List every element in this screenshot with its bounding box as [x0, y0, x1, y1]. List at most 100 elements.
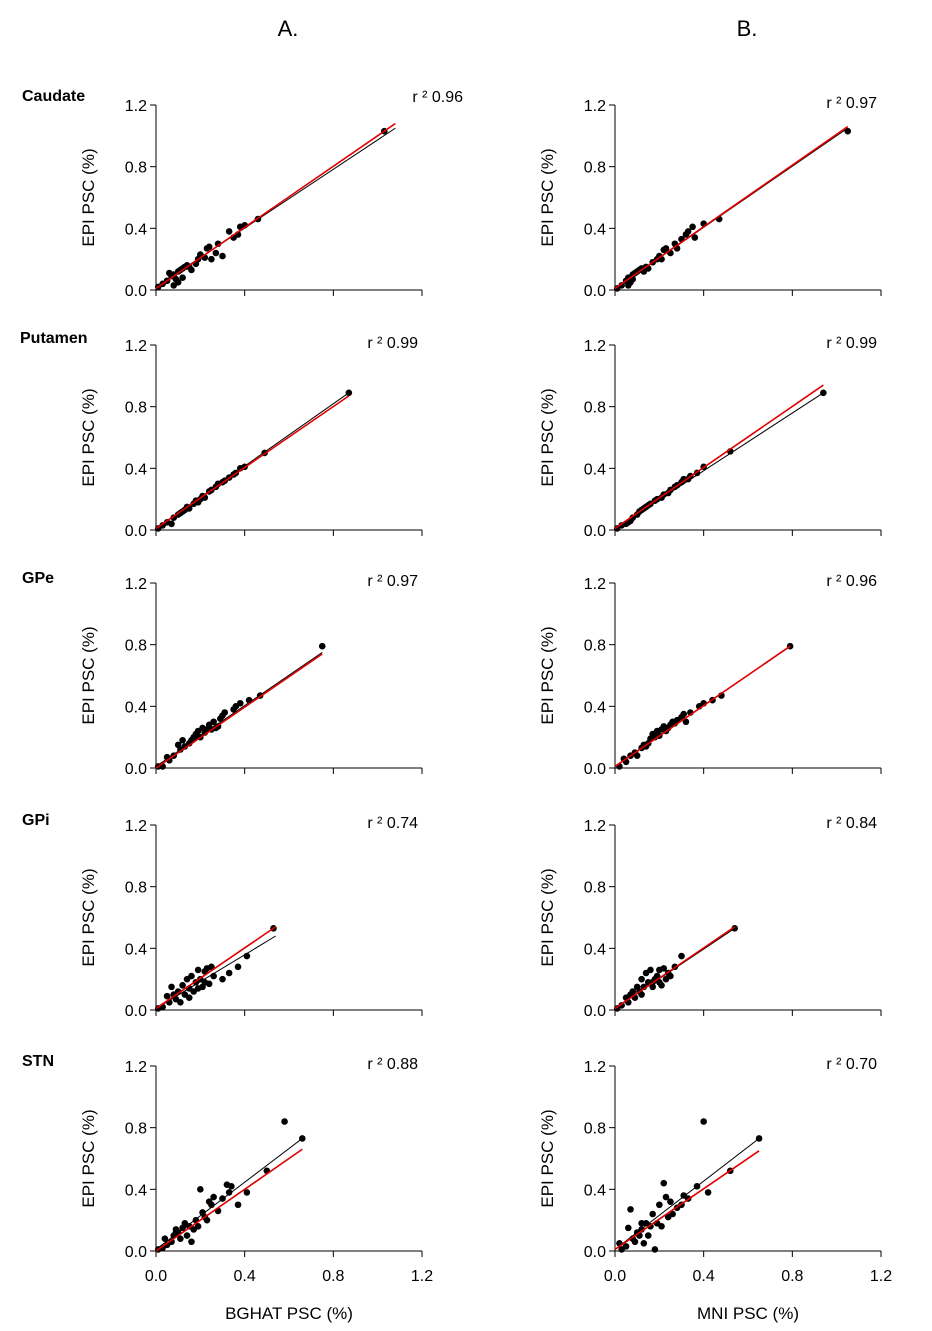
panel-b--stn-point — [640, 1239, 648, 1247]
panel-a--putamen-y-tick-label: 0.4 — [125, 461, 147, 478]
panel-a--putamen-y-tick-label: 0.8 — [125, 400, 147, 417]
panel-a--stn-point — [172, 1229, 180, 1236]
panel-b--gpi-y-tick-label: 1.2 — [584, 818, 606, 835]
panel-a--stn-point — [228, 1182, 235, 1190]
panel-b--caudate-y-tick-label: 0.0 — [584, 283, 606, 300]
panel-b--stn-x-axis-title: MNI PSC (%) — [697, 1304, 799, 1323]
panel-b--stn-point — [627, 1206, 634, 1213]
panel-a--stn-point — [161, 1235, 169, 1242]
panel-a--stn-y-tick-label: 1.2 — [125, 1059, 147, 1076]
panel-b--putamen-y-axis-title: EPI PSC (%) — [538, 388, 557, 486]
panel-b--gpe-y-tick-label: 0.4 — [584, 699, 606, 716]
panel-a--stn-point — [183, 1232, 191, 1239]
panel-b--putamen-y-tick-label: 0.0 — [584, 523, 606, 540]
panel-b--stn-x-tick-label: 0.4 — [693, 1268, 715, 1285]
panel-a--gpe-point — [221, 709, 229, 716]
panel-b--stn-identity-line — [614, 1150, 760, 1251]
panel-a--stn-x-tick-label: 0.4 — [234, 1268, 256, 1285]
panel-b--stn-point — [662, 1193, 670, 1201]
panel-b--stn-point — [656, 1201, 663, 1209]
panel-a--stn-identity-line — [155, 1148, 303, 1252]
panel-a--gpi-point — [208, 963, 215, 971]
panel-b--gpi-y-tick-label: 0.0 — [584, 1003, 606, 1020]
panel-b--stn-point — [649, 1210, 656, 1218]
panel-b--stn-y-tick-label: 0.4 — [584, 1182, 606, 1199]
column-title-a: A. — [278, 16, 299, 41]
panel-b--stn-r2-label: r ² 0.70 — [826, 1056, 877, 1073]
panel-b--stn-y-tick-label: 0.8 — [584, 1121, 606, 1138]
panel-a--stn-point — [177, 1235, 184, 1242]
panel-b--gpi-y-axis-title: EPI PSC (%) — [538, 868, 557, 966]
panel-a--gpi-point — [201, 978, 209, 986]
panel-a--stn-point — [168, 1238, 175, 1246]
panel-a--gpi-y-tick-label: 0.0 — [125, 1003, 147, 1020]
panel-b--caudate-point — [618, 282, 625, 289]
panel-b--gpe-y-tick-label: 1.2 — [584, 576, 606, 593]
panel-a--stn-point — [225, 1189, 233, 1196]
panel-b--stn-regression-line — [614, 1138, 760, 1250]
panel-a--gpi-point — [194, 966, 202, 974]
panel-a--gpi-identity-line — [155, 926, 277, 1010]
panel-a--gpe-y-tick-label: 0.0 — [125, 761, 147, 778]
panel-a--gpi-y-axis-title: EPI PSC (%) — [79, 868, 98, 966]
panel-b--caudate-point — [662, 245, 670, 252]
panel-a--gpi-y-tick-label: 0.4 — [125, 941, 147, 958]
panel-a--putamen: 0.0 0.4 0.8 1.2 EPI PSC (%) r ² 0.99 — [79, 335, 423, 540]
panel-b--stn-x-tick-label: 1.2 — [870, 1268, 892, 1285]
panel-a--stn-point — [197, 1186, 204, 1193]
panel-b--caudate: 0.0 0.4 0.8 1.2 EPI PSC (%) r ² 0.97 — [538, 95, 882, 300]
panel-b--gpe: 0.0 0.4 0.8 1.2 EPI PSC (%) r ² 0.96 — [538, 573, 882, 778]
panel-b--gpe-y-axis-title: EPI PSC (%) — [538, 626, 557, 724]
panel-a--caudate-point — [208, 255, 215, 263]
panel-b--gpe-identity-line — [614, 645, 791, 768]
panel-a--caudate-identity-line — [155, 122, 396, 290]
panel-a--stn-point — [210, 1193, 217, 1201]
panel-a--gpe-y-tick-label: 0.8 — [125, 638, 147, 655]
panel-b--gpe-point — [633, 752, 641, 759]
panel-a--caudate-y-axis-title: EPI PSC (%) — [79, 148, 98, 246]
panel-a--caudate: 0.0 0.4 0.8 1.2 EPI PSC (%) r ² 0.96 — [79, 89, 463, 300]
region-label-putamen: Putamen — [20, 330, 88, 347]
panel-b--stn-point — [669, 1210, 676, 1218]
panel-a--putamen-r2-label: r ² 0.99 — [367, 335, 418, 352]
panel-b--putamen-y-tick-label: 0.8 — [584, 400, 606, 417]
panel-b--gpi-point — [667, 972, 674, 980]
panel-b--gpi-r2-label: r ² 0.84 — [826, 815, 877, 832]
panel-a--caudate-point — [179, 274, 186, 281]
panel-a--stn-x-tick-label: 0.0 — [145, 1268, 167, 1285]
panel-b--stn-x-tick-label: 0.8 — [781, 1268, 803, 1285]
panel-b--gpi-y-tick-label: 0.8 — [584, 880, 606, 897]
panel-a--putamen-identity-line — [155, 395, 350, 530]
panel-b--stn-point — [638, 1219, 645, 1227]
panel-a--gpi-point — [185, 994, 193, 1001]
panel-b--stn-point — [658, 1223, 665, 1230]
panel-a--caudate-y-tick-label: 0.8 — [125, 160, 147, 177]
region-label-caudate: Caudate — [22, 88, 85, 105]
panel-b--gpi-point — [660, 965, 668, 972]
panel-b--stn-point — [651, 1246, 659, 1253]
panel-b--gpe-point — [680, 710, 688, 718]
panel-b--putamen-r2-label: r ² 0.99 — [826, 335, 877, 352]
panel-b--caudate-point — [625, 282, 632, 289]
panel-b--stn-point — [644, 1232, 652, 1239]
panel-b--stn-y-axis-title: EPI PSC (%) — [538, 1109, 557, 1207]
panel-b--gpi-y-tick-label: 0.4 — [584, 941, 606, 958]
panel-a--gpi-point — [179, 982, 186, 989]
panel-a--gpe-r2-label: r ² 0.97 — [367, 573, 418, 590]
panel-a--stn-r2-label: r ² 0.88 — [367, 1056, 418, 1073]
panel-a--gpe-y-tick-label: 0.4 — [125, 699, 147, 716]
region-label-gpi: GPi — [22, 812, 50, 829]
panel-a--stn-point — [243, 1189, 251, 1196]
panel-a--stn-point — [203, 1216, 211, 1224]
panel-a--gpi-point — [177, 998, 184, 1006]
panel-b--putamen: 0.0 0.4 0.8 1.2 EPI PSC (%) r ² 0.99 — [538, 335, 882, 540]
panel-a--gpe-y-axis-title: EPI PSC (%) — [79, 626, 98, 724]
panel-b--stn-point — [660, 1179, 668, 1187]
panel-b--gpi-identity-line — [614, 926, 736, 1010]
panel-a--gpe-regression-line — [155, 651, 323, 767]
panel-a--gpi-point — [188, 972, 195, 980]
panel-a--stn-regression-line — [155, 1138, 303, 1250]
panel-a--gpi-point — [194, 985, 202, 992]
panel-b--caudate-y-tick-label: 0.8 — [584, 160, 606, 177]
panel-a--stn-y-axis-title: EPI PSC (%) — [79, 1109, 98, 1207]
